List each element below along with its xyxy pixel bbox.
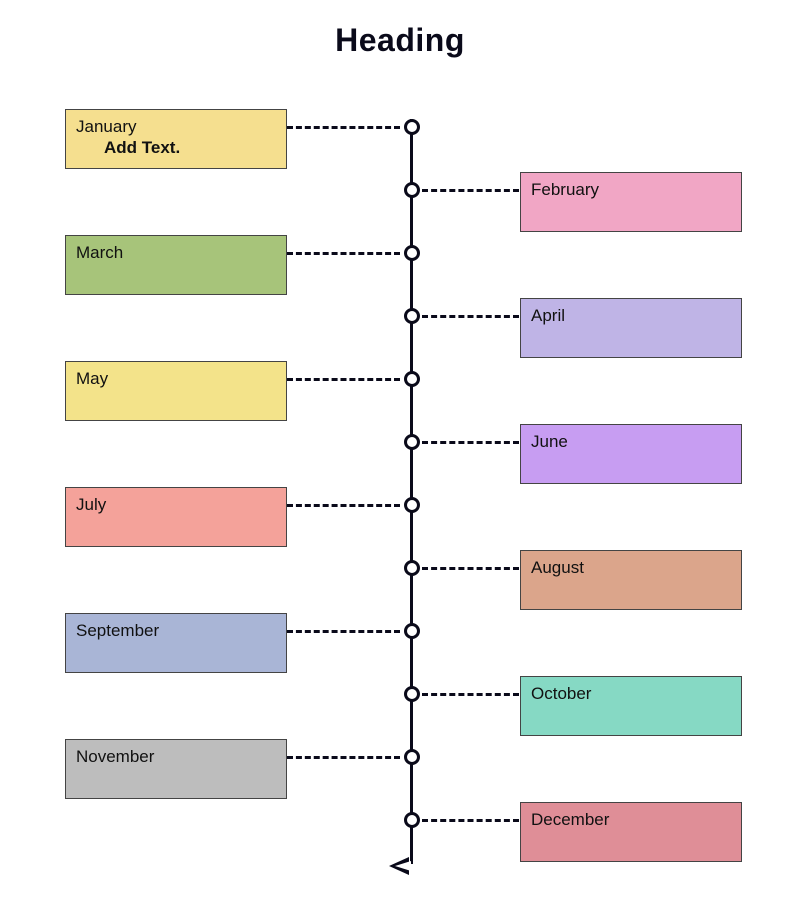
timeline-node [404, 686, 420, 702]
timeline-node [404, 560, 420, 576]
timeline-item-label: August [531, 558, 584, 577]
timeline-canvas: JanuaryAdd Text. February March April May Jun… [0, 79, 800, 919]
timeline-node [404, 623, 420, 639]
timeline-item-label: May [76, 369, 108, 388]
page-title: Heading [0, 0, 800, 59]
timeline-item-label: October [531, 684, 591, 703]
timeline-item-subtitle: Add Text. [104, 137, 276, 158]
timeline-item: JanuaryAdd Text. [65, 109, 287, 169]
timeline-item-label: November [76, 747, 154, 766]
timeline-connector [287, 126, 400, 129]
timeline-connector [287, 630, 400, 633]
timeline-item: October [520, 676, 742, 736]
timeline-node [404, 119, 420, 135]
timeline-node [404, 182, 420, 198]
timeline-item: March [65, 235, 287, 295]
timeline-item-label: June [531, 432, 568, 451]
timeline-node [404, 749, 420, 765]
timeline-connector [422, 441, 519, 444]
timeline-item: February [520, 172, 742, 232]
timeline-node [404, 812, 420, 828]
timeline-connector [287, 504, 400, 507]
timeline-node [404, 434, 420, 450]
timeline-connector [422, 819, 519, 822]
timeline-connector [422, 567, 519, 570]
timeline-arrowhead-icon [389, 857, 409, 875]
timeline-item: September [65, 613, 287, 673]
timeline-item: December [520, 802, 742, 862]
timeline-item: June [520, 424, 742, 484]
timeline-item-label: December [531, 810, 609, 829]
timeline-item: May [65, 361, 287, 421]
timeline-node [404, 245, 420, 261]
timeline-connector [422, 693, 519, 696]
timeline-item-label: July [76, 495, 106, 514]
timeline-connector [287, 378, 400, 381]
timeline-connector [422, 189, 519, 192]
timeline-connector [287, 252, 400, 255]
timeline-node [404, 371, 420, 387]
timeline-item-label: February [531, 180, 599, 199]
timeline-item: April [520, 298, 742, 358]
timeline-connector [422, 315, 519, 318]
timeline-item: July [65, 487, 287, 547]
timeline-item-label: March [76, 243, 123, 262]
timeline-item-label: April [531, 306, 565, 325]
timeline-node [404, 497, 420, 513]
timeline-item-label: September [76, 621, 159, 640]
timeline-connector [287, 756, 400, 759]
timeline-item: November [65, 739, 287, 799]
timeline-item: August [520, 550, 742, 610]
timeline-item-label: January [76, 117, 136, 136]
timeline-node [404, 308, 420, 324]
